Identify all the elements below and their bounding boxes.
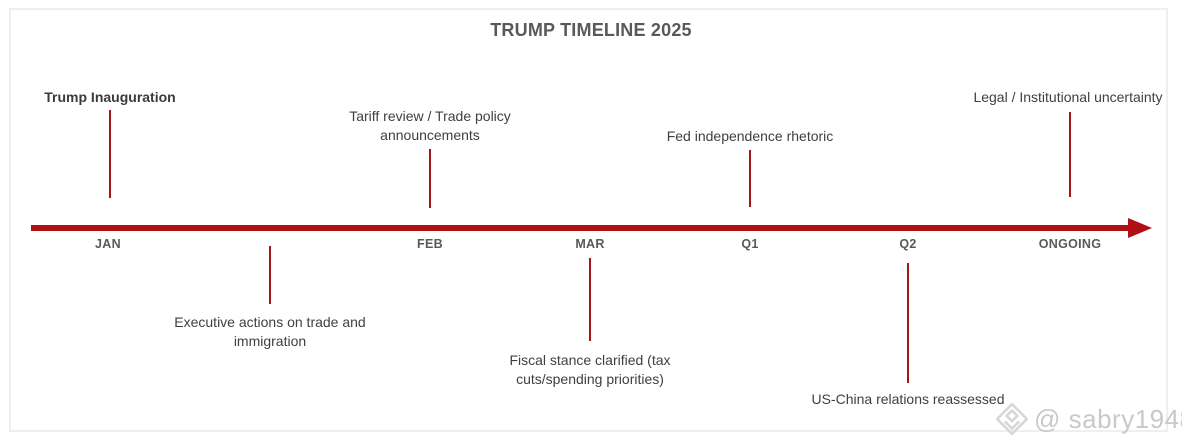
watermark-handle: @ sabry1948 <box>1034 403 1182 434</box>
connector-line-mar-below <box>589 258 591 341</box>
connector-line-q1-above <box>749 150 751 207</box>
connector-line-q2-below <box>907 263 909 383</box>
connector-line-feb-above <box>429 149 431 208</box>
event-fed-independence: Fed independence rhetoric <box>666 128 834 144</box>
event-executive-actions: Executive actions on trade and immigrati… <box>174 314 366 349</box>
event-fiscal-stance: Fiscal stance clarified (tax cuts/spendi… <box>509 352 671 387</box>
watermark: @ sabry1948 <box>995 402 1182 436</box>
event-tariff-review: Tariff review / Trade policy announcemen… <box>349 108 511 143</box>
event-legal-uncertainty: Legal / Institutional uncertainty <box>973 89 1163 105</box>
event-us-china-relations: US-China relations reassessed <box>811 391 1005 407</box>
axis-label-ongoing: ONGOING <box>1038 237 1102 251</box>
chart-title: TRUMP TIMELINE 2025 <box>490 20 692 40</box>
connector-line-jan-above <box>109 110 111 198</box>
timeline-axis <box>31 225 1131 231</box>
axis-label-mar: MAR <box>575 237 605 251</box>
connector-line-janfeb-below <box>269 246 271 304</box>
axis-label-q2: Q2 <box>899 237 917 251</box>
axis-label-feb: FEB <box>417 237 443 251</box>
chart-frame <box>9 8 1168 432</box>
axis-label-q1: Q1 <box>741 237 759 251</box>
timeline-arrowhead-icon <box>1128 218 1152 238</box>
axis-label-jan: JAN <box>95 237 121 251</box>
event-trump-inauguration: Trump Inauguration <box>44 89 176 105</box>
diamond-logo-icon <box>995 402 1029 436</box>
connector-line-ongoing-above <box>1069 112 1071 197</box>
